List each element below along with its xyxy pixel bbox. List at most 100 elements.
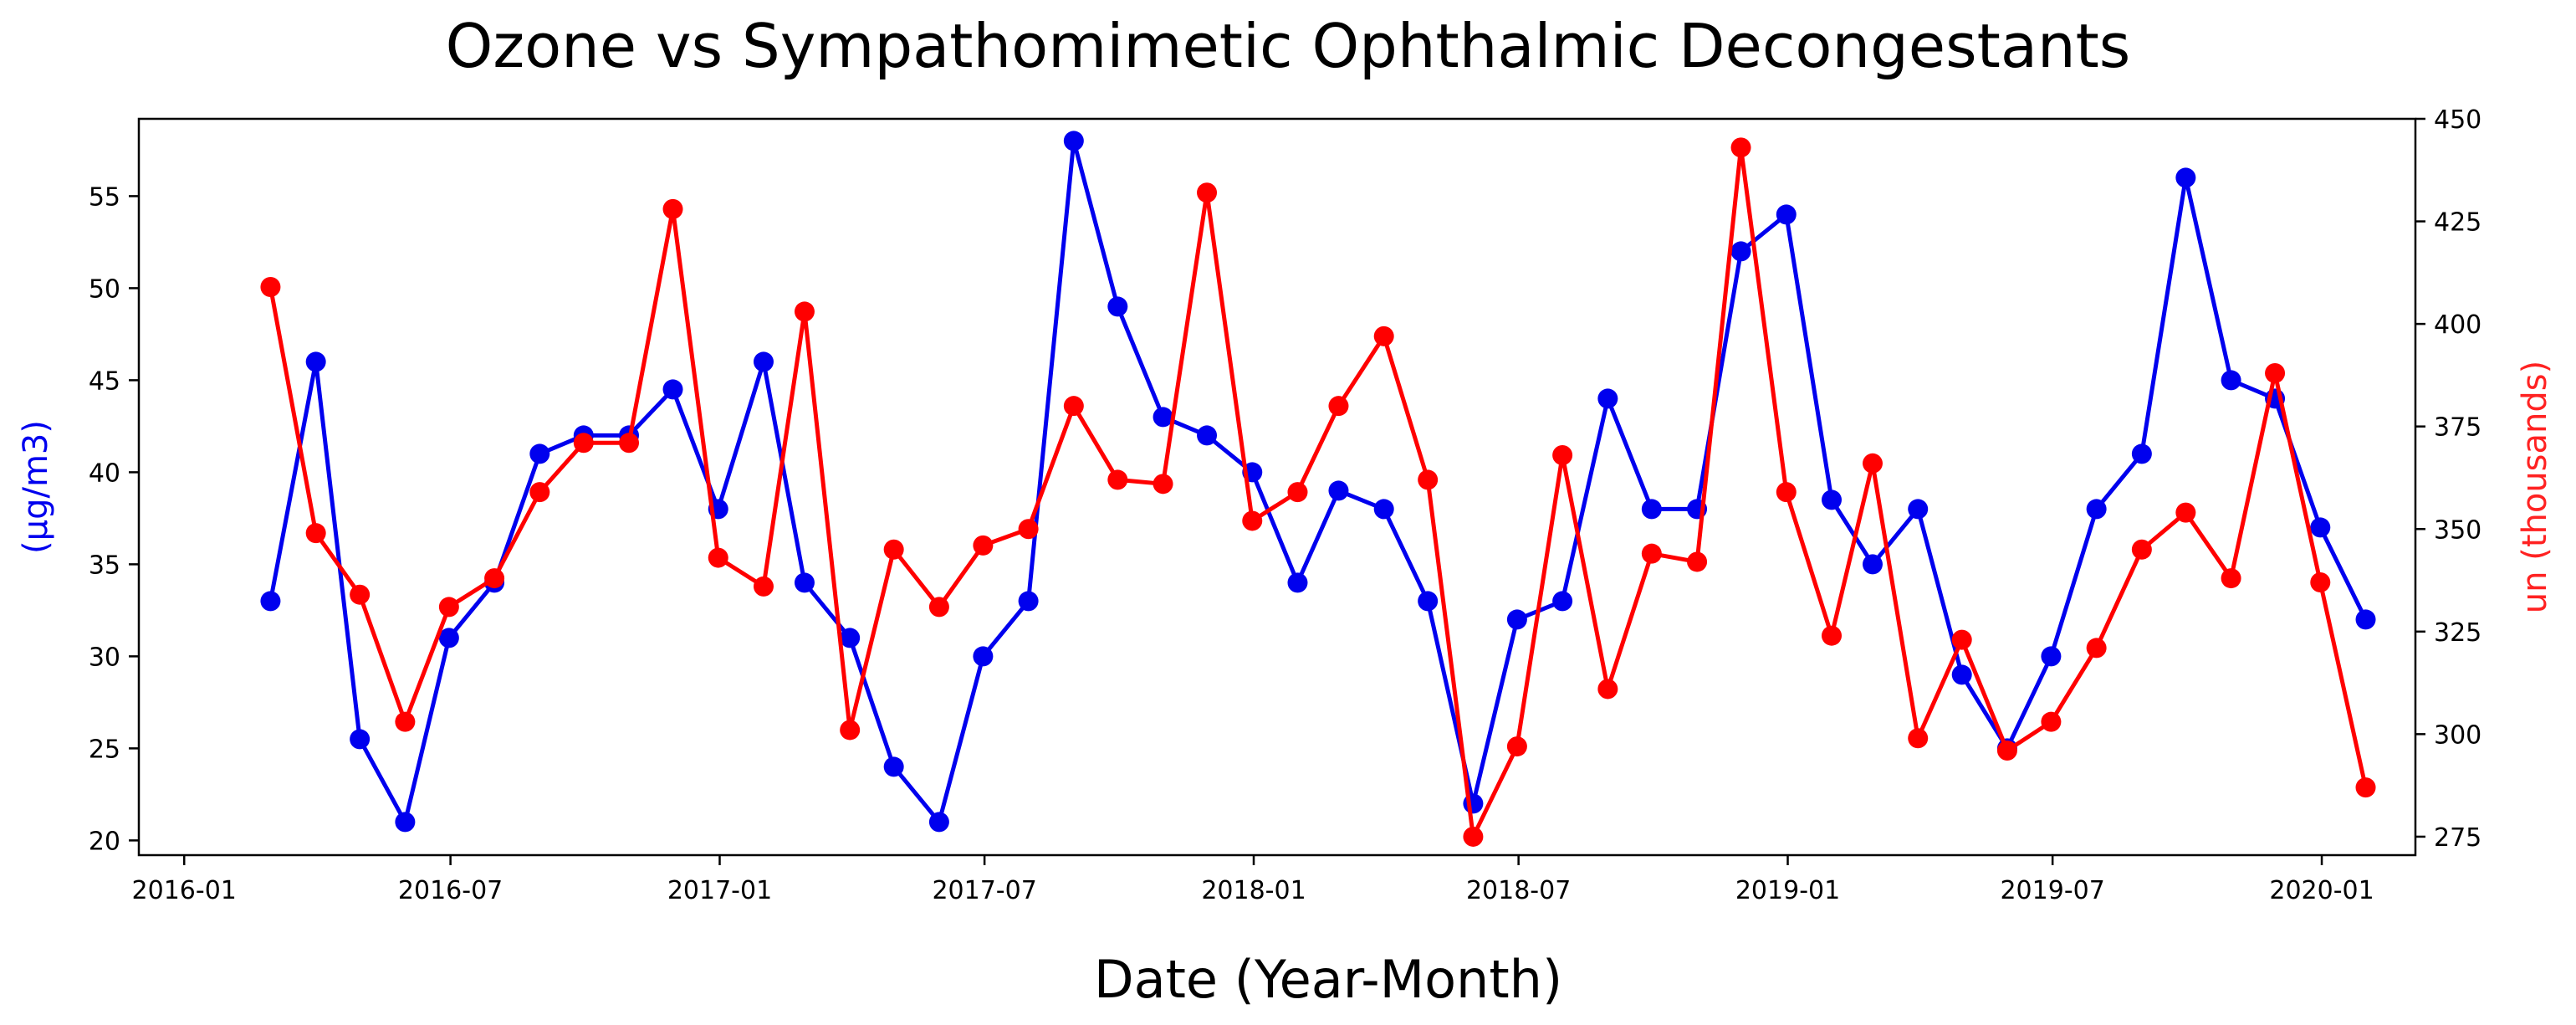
y-right-tick-label: 425 xyxy=(2434,208,2481,238)
y-axis-right: 275 300 325 350 375 400 425 450 xyxy=(2415,105,2481,853)
data-point xyxy=(1328,396,1349,417)
y-left-tick-label: 50 xyxy=(89,274,120,304)
data-point xyxy=(260,591,281,612)
data-point xyxy=(1063,131,1084,151)
data-point xyxy=(883,539,904,560)
data-point xyxy=(1730,241,1751,262)
data-point xyxy=(928,812,949,833)
y-right-tick-label: 450 xyxy=(2434,105,2481,135)
data-point xyxy=(840,628,861,648)
data-point xyxy=(2310,517,2331,538)
x-tick-label: 2017-01 xyxy=(667,876,772,905)
x-tick-label: 2018-07 xyxy=(1466,876,1571,905)
data-point xyxy=(1242,510,1263,531)
series-layer xyxy=(260,131,2376,847)
y-left-tick-label: 55 xyxy=(89,182,120,212)
data-point xyxy=(395,711,416,732)
data-point xyxy=(1730,137,1751,158)
x-tick-label: 2017-07 xyxy=(932,876,1036,905)
data-point xyxy=(529,443,550,464)
data-point xyxy=(2175,167,2196,188)
y-right-tick-label: 350 xyxy=(2434,515,2481,545)
x-axis: 2016-01 2016-07 2017-01 2017-07 2018-01 2018-… xyxy=(132,855,2374,905)
data-point xyxy=(529,482,550,503)
data-point xyxy=(1328,480,1349,501)
data-point xyxy=(2175,502,2196,523)
data-point xyxy=(794,301,815,322)
data-point xyxy=(2221,370,2241,391)
y-left-tick-label: 35 xyxy=(89,551,120,580)
data-point xyxy=(2221,568,2241,589)
data-point xyxy=(883,756,904,777)
y-right-tick-label: 375 xyxy=(2434,413,2481,443)
data-point xyxy=(350,584,371,605)
data-point xyxy=(973,535,994,556)
data-point xyxy=(662,198,683,219)
data-point xyxy=(973,646,994,667)
data-point xyxy=(1373,325,1394,346)
data-point xyxy=(619,433,640,454)
data-point xyxy=(1418,591,1439,612)
data-point xyxy=(1153,407,1173,428)
data-point xyxy=(1597,388,1618,409)
data-point xyxy=(1951,664,1972,685)
data-point xyxy=(2131,443,2152,464)
data-point xyxy=(840,720,861,741)
data-point xyxy=(1287,572,1308,593)
data-point xyxy=(1018,591,1039,612)
data-point xyxy=(1908,499,1929,520)
data-point xyxy=(1996,740,2017,761)
data-point xyxy=(2310,571,2331,592)
data-point xyxy=(2355,609,2376,630)
y-axis-left: 20 25 30 35 40 45 50 55 xyxy=(89,182,139,856)
data-point xyxy=(794,572,815,593)
data-point xyxy=(573,433,594,454)
x-axis-title: Date (Year-Month) xyxy=(1094,949,1562,1010)
data-point xyxy=(1063,396,1084,417)
series-line xyxy=(268,145,2368,839)
y-right-tick-label: 325 xyxy=(2434,618,2481,648)
x-tick-label: 2019-01 xyxy=(1735,876,1840,905)
data-point xyxy=(1107,296,1128,317)
data-point xyxy=(1552,445,1573,466)
data-point xyxy=(928,597,949,618)
data-point xyxy=(2041,646,2062,667)
x-tick-label: 2016-07 xyxy=(398,876,503,905)
data-point xyxy=(1597,679,1618,700)
data-point xyxy=(1951,629,1972,650)
y-right-tick-label: 300 xyxy=(2434,720,2481,750)
data-point xyxy=(1463,826,1484,847)
data-point xyxy=(1862,453,1883,474)
data-point xyxy=(1641,499,1662,520)
data-point xyxy=(1153,474,1173,495)
data-point xyxy=(1822,625,1843,646)
data-point xyxy=(1641,543,1662,564)
data-point xyxy=(1552,591,1573,612)
x-tick-label: 2016-01 xyxy=(132,876,237,905)
data-point xyxy=(708,547,728,568)
data-point xyxy=(1908,728,1929,749)
data-point xyxy=(2355,777,2376,798)
data-point xyxy=(1506,736,1527,757)
data-point xyxy=(662,379,683,400)
data-point xyxy=(305,351,326,372)
x-tick-label: 2020-01 xyxy=(2269,876,2374,905)
data-point xyxy=(2131,539,2152,560)
data-point xyxy=(395,812,416,833)
plot-area-frame xyxy=(137,117,2417,857)
data-point xyxy=(1197,182,1218,203)
data-point xyxy=(1197,425,1218,446)
data-point xyxy=(1373,499,1394,520)
data-point xyxy=(753,576,774,597)
data-point xyxy=(1107,469,1128,490)
data-point xyxy=(438,597,459,618)
y-left-tick-label: 40 xyxy=(89,459,120,488)
series-decongestants xyxy=(260,137,2376,847)
y-left-tick-label: 45 xyxy=(89,366,120,396)
data-point xyxy=(753,351,774,372)
y-left-tick-label: 30 xyxy=(89,643,120,672)
data-point xyxy=(1418,469,1439,490)
data-point xyxy=(305,523,326,544)
data-point xyxy=(1776,482,1797,503)
